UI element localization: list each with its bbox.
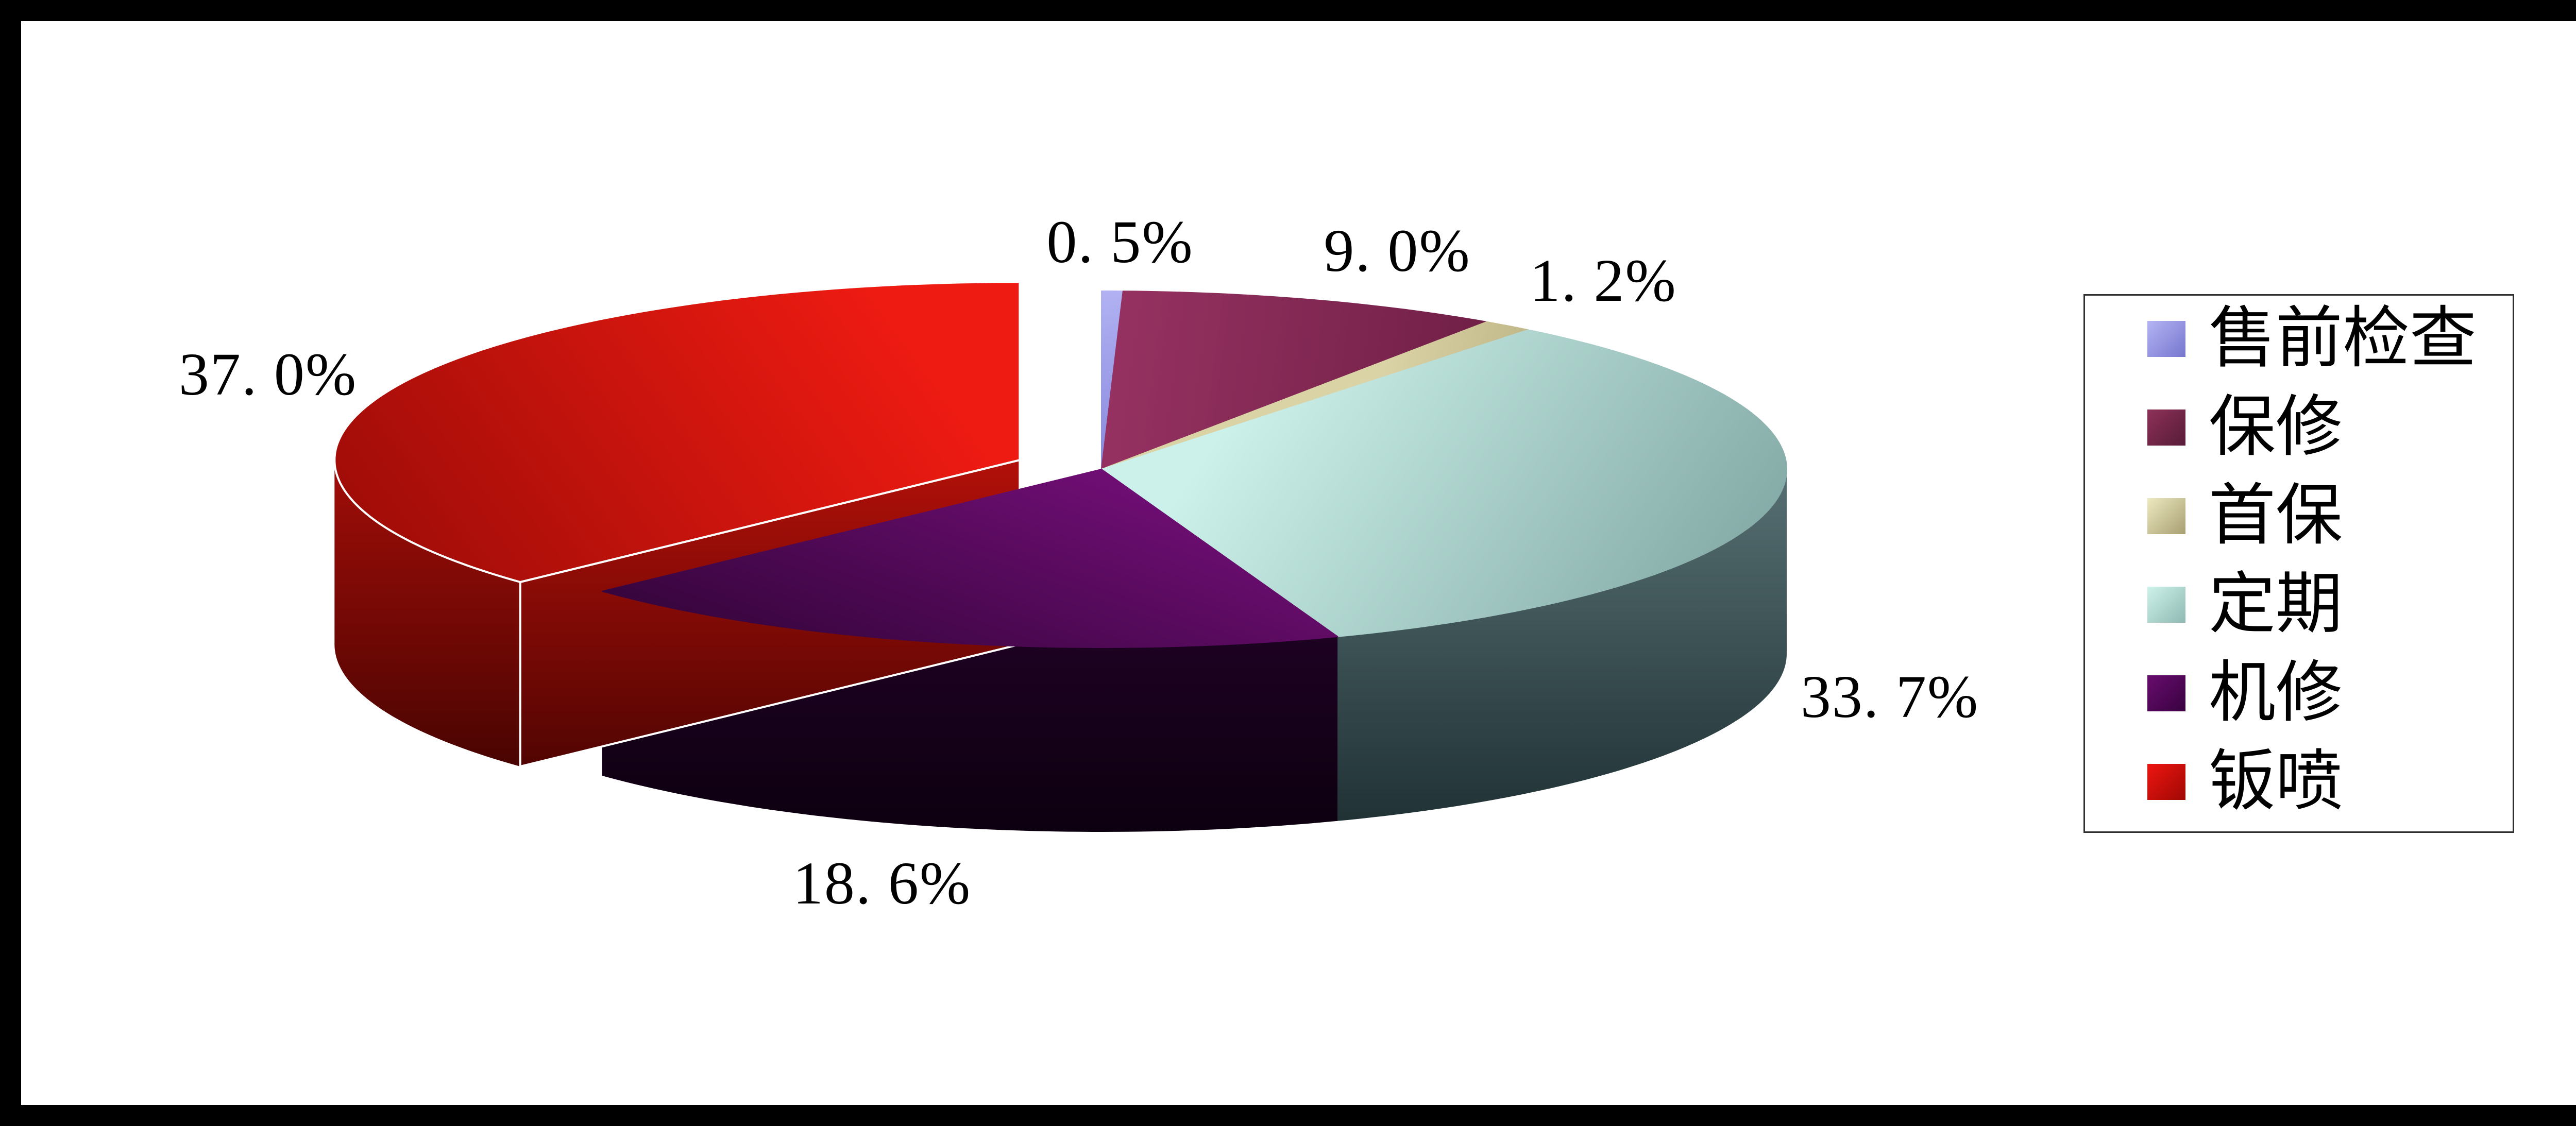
- slice-percent-label-warranty: 9. 0%: [1324, 217, 1471, 284]
- legend-label: 定期: [2209, 568, 2343, 642]
- slice-percent-label-mechanical: 18. 6%: [792, 849, 972, 917]
- slice-percent-label-bodypaint: 37. 0%: [178, 340, 358, 408]
- legend-swatch-first-maint: [2147, 498, 2185, 534]
- pie-slice-2: [1101, 321, 1529, 470]
- legend-swatch-warranty: [2147, 410, 2185, 446]
- pie-slice-4: [601, 469, 1338, 648]
- legend-item-bodypaint: 钣喷: [2085, 746, 2513, 818]
- pie-slice-5: [333, 281, 1021, 583]
- legend-swatch-mechanical: [2147, 675, 2185, 711]
- chart-canvas: 0. 5% 9. 0% 1. 2% 33. 7% 18. 6% 37. 0% 售…: [21, 21, 2576, 1105]
- legend-swatch-periodic: [2147, 587, 2185, 623]
- legend-label: 首保: [2209, 479, 2343, 553]
- legend-item-periodic: 定期: [2085, 569, 2513, 641]
- legend-label: 保修: [2209, 390, 2343, 465]
- pie-slice-1: [1101, 291, 1487, 470]
- pie-wall-5: [334, 460, 520, 766]
- slice-percent-label-presale: 0. 5%: [1046, 208, 1194, 276]
- legend-label: 售前检查: [2209, 302, 2477, 376]
- legend-item-first-maint: 首保: [2085, 480, 2513, 552]
- pie-3d-chart: [333, 281, 1787, 832]
- legend-item-mechanical: 机修: [2085, 657, 2513, 729]
- legend-label: 机修: [2209, 656, 2343, 730]
- legend-box: 售前检查 保修 首保 定期 机修 钣喷: [2083, 294, 2514, 833]
- pie-slice-3: [1101, 329, 1787, 637]
- legend-swatch-presale: [2147, 321, 2185, 357]
- legend-item-warranty: 保修: [2085, 391, 2513, 464]
- legend-swatch-bodypaint: [2147, 764, 2185, 800]
- pie-wall-3: [1337, 469, 1787, 821]
- slice-percent-label-first-maint: 1. 2%: [1530, 247, 1677, 314]
- legend-item-presale: 售前检查: [2085, 303, 2513, 375]
- slice-percent-label-periodic: 33. 7%: [1800, 663, 1979, 730]
- legend-label: 钣喷: [2209, 745, 2343, 819]
